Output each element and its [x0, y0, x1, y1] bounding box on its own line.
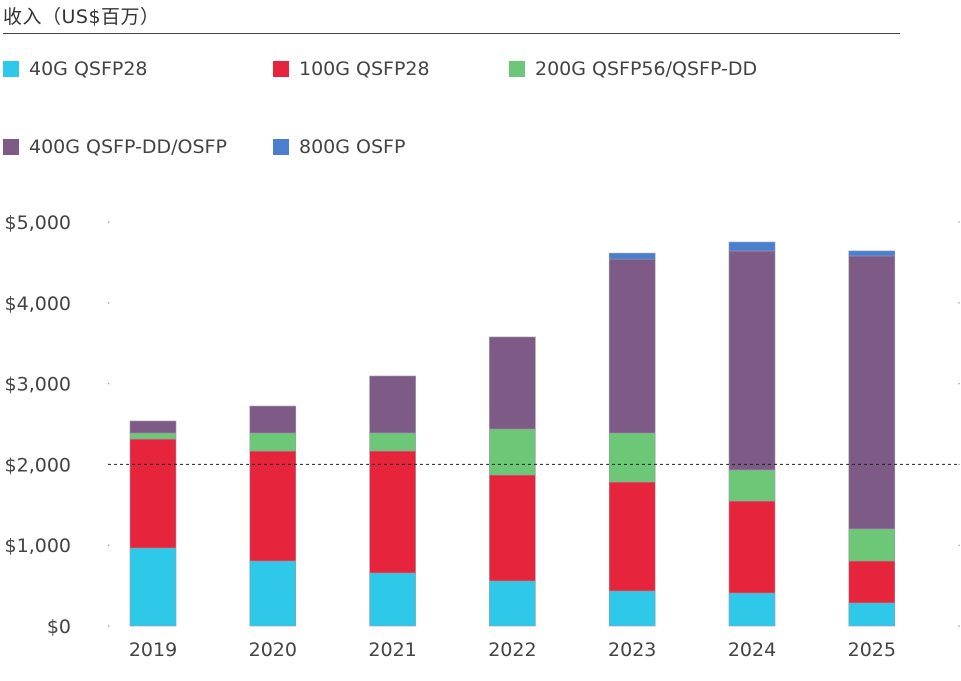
bar-segment [249, 405, 297, 434]
y-tick-mark-right [958, 383, 960, 385]
bar-segment [608, 481, 656, 592]
y-tick-label: $1,000 [5, 535, 71, 557]
bar-segment [848, 255, 896, 530]
bar-stack-2025 [848, 250, 896, 627]
y-tick-label: $2,000 [5, 454, 71, 476]
y-tick-mark-right [958, 463, 960, 466]
bar-segment [608, 252, 656, 260]
x-tick-label: 2023 [608, 639, 656, 661]
legend-label-40g: 40G QSFP28 [29, 58, 148, 80]
bar-segment [848, 602, 896, 627]
x-tick-label: 2019 [129, 639, 177, 661]
y-tick-label: $3,000 [5, 374, 71, 396]
legend-label-100g: 100G QSFP28 [299, 58, 430, 80]
legend-item-200g: 200G QSFP56/QSFP-DD [509, 58, 757, 80]
bar-segment [249, 432, 297, 452]
legend-swatch-400g [3, 139, 19, 155]
legend-swatch-40g [3, 61, 19, 77]
legend-label-400g: 400G QSFP-DD/OSFP [29, 136, 227, 158]
x-tick-label: 2024 [728, 639, 776, 661]
y-tick-mark-left [108, 302, 110, 304]
legend-item-800g: 800G OSFP [273, 136, 405, 158]
bar-segment [249, 560, 297, 627]
chart-title: 收入（US$百万） [3, 6, 160, 28]
legend-swatch-800g [273, 139, 289, 155]
bar-segment [489, 474, 536, 582]
x-tick-label: 2020 [249, 639, 297, 661]
x-tick-label: 2021 [368, 639, 416, 661]
y-axis: $0 $1,000 $2,000 $3,000 $4,000 $5,000 [5, 212, 960, 638]
bar-segment [369, 572, 416, 627]
bar-segment [728, 250, 776, 471]
x-tick-label: 2022 [488, 639, 536, 661]
bar-segment [608, 590, 656, 627]
bar-segment [489, 336, 536, 430]
bar-stack-2021 [369, 375, 416, 627]
bar-segment [489, 428, 536, 476]
bar-segment [249, 450, 297, 562]
bar-segment [129, 420, 177, 434]
legend-label-200g: 200G QSFP56/QSFP-DD [535, 58, 758, 80]
y-tick-label: $4,000 [5, 293, 71, 315]
y-tick-label: $0 [47, 616, 71, 638]
y-tick-mark-right [958, 625, 960, 627]
bar-segment [848, 528, 896, 562]
bar-segment [728, 469, 776, 502]
bar-segment [129, 432, 177, 440]
bar-segment [369, 375, 416, 434]
bar-stack-2023 [608, 252, 656, 627]
bar-segment [728, 500, 776, 594]
bar-segment [608, 258, 656, 434]
x-tick-label: 2025 [848, 639, 896, 661]
bar-stack-2022 [489, 336, 536, 627]
bar-stack-2020 [249, 405, 297, 627]
y-tick-mark-right [958, 302, 960, 304]
y-tick-mark-left [108, 383, 110, 385]
bar-stack-2024 [728, 241, 776, 627]
y-tick-mark-right [958, 221, 960, 223]
bar-segment [489, 580, 536, 627]
legend-swatch-100g [273, 61, 289, 77]
bar-segment [608, 432, 656, 483]
bar-segment [848, 560, 896, 604]
y-tick-label: $5,000 [5, 212, 71, 234]
bar-segment [129, 547, 177, 627]
legend-swatch-200g [509, 61, 525, 77]
legend-label-800g: 800G OSFP [299, 136, 406, 158]
y-tick-mark-left [108, 544, 110, 546]
x-axis: 2019 2020 2021 2022 2023 2024 2025 [129, 639, 896, 661]
legend-item-40g: 40G QSFP28 [3, 58, 148, 80]
bar-segment [369, 432, 416, 452]
legend-item-400g: 400G QSFP-DD/OSFP [3, 136, 227, 158]
y-tick-mark-left [108, 221, 110, 223]
legend-item-100g: 100G QSFP28 [273, 58, 430, 80]
y-tick-mark-right [958, 544, 960, 546]
bar-segment [728, 241, 776, 252]
bar-segment [129, 438, 177, 549]
bar-segment [728, 592, 776, 627]
title-divider [3, 33, 900, 34]
y-tick-mark-left [108, 625, 110, 627]
bar-stack-2019 [129, 420, 177, 627]
bars [129, 241, 896, 627]
bar-segment [848, 250, 896, 257]
bar-segment [369, 450, 416, 574]
